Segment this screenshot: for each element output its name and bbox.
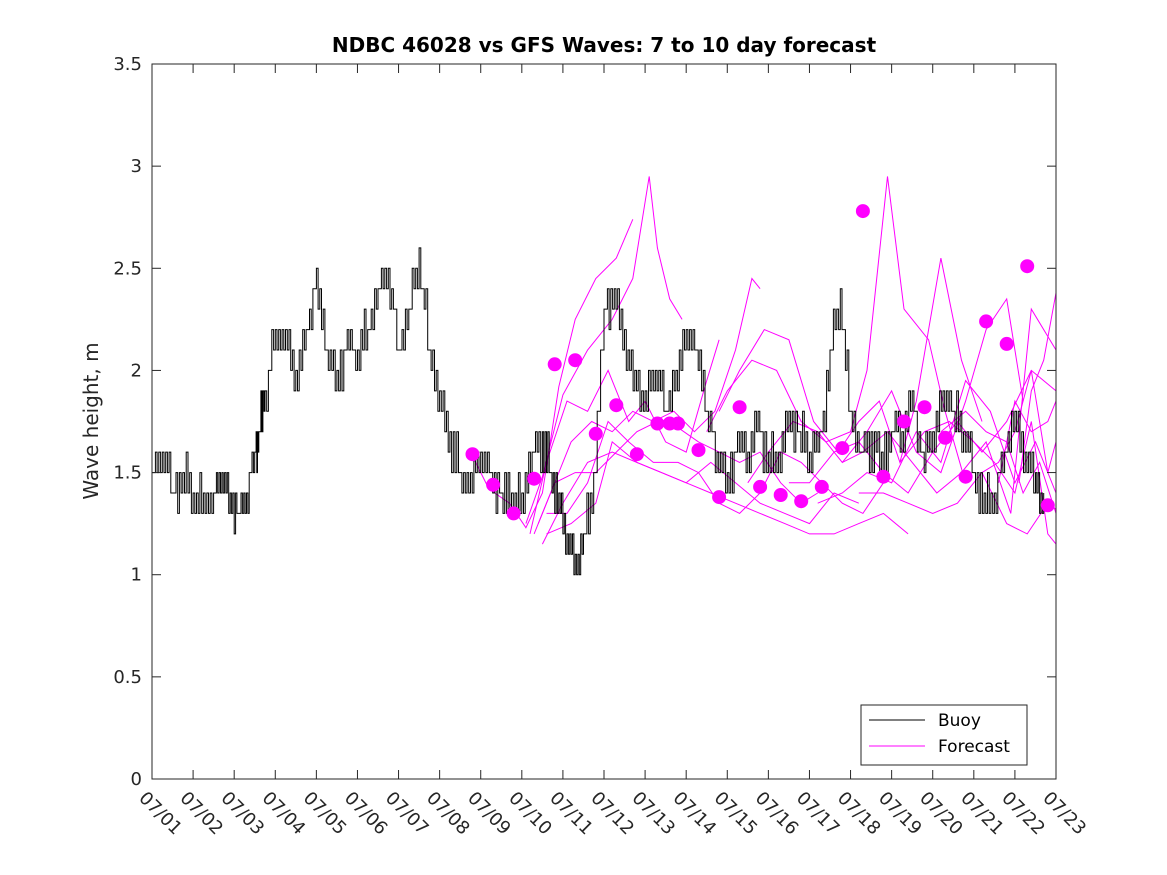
buoy-line (152, 247, 1045, 576)
forecast-marker (938, 430, 953, 445)
forecast-marker (465, 447, 480, 462)
forecast-marker (732, 400, 747, 415)
legend-label-buoy: Buoy (938, 711, 981, 731)
y-tick-label: 2 (131, 360, 142, 381)
legend-label-forecast: Forecast (938, 737, 1010, 757)
plot-area (152, 64, 1056, 779)
forecast-line (470, 219, 634, 529)
chart-title: NDBC 46028 vs GFS Waves: 7 to 10 day for… (332, 33, 877, 57)
forecast-marker (999, 336, 1014, 351)
forecast-marker (835, 441, 850, 456)
forecast-marker (1020, 259, 1035, 274)
forecast-line (1018, 292, 1057, 483)
legend-box (860, 704, 1028, 766)
forecast-line (817, 379, 1057, 504)
y-tick-label: 1.5 (113, 463, 142, 484)
y-tick-label: 2.5 (113, 258, 142, 279)
series-layer (152, 176, 1057, 576)
forecast-marker (712, 490, 727, 505)
y-tick-label: 1 (131, 565, 142, 586)
forecast-marker (794, 494, 809, 509)
forecast-line (747, 297, 1024, 484)
y-tick-label: 3 (131, 156, 142, 177)
forecast-line (998, 399, 1057, 483)
forecast-line (858, 471, 1057, 535)
forecast-marker (1040, 498, 1055, 513)
forecast-marker (958, 469, 973, 484)
forecast-marker (773, 488, 788, 502)
forecast-line (718, 258, 983, 465)
forecast-line (981, 370, 1057, 474)
forecast-marker (671, 416, 685, 431)
marker-layer (465, 204, 1055, 521)
forecast-line (842, 307, 1057, 514)
forecast-marker (979, 314, 994, 329)
forecast-marker (897, 414, 911, 429)
forecast-marker (876, 469, 891, 484)
forecast-marker (691, 443, 706, 458)
forecast-marker (506, 506, 521, 521)
forecast-line (525, 176, 683, 524)
y-tick-label: 0 (131, 769, 142, 790)
forecast-marker (527, 471, 542, 486)
forecast-marker (547, 357, 562, 372)
forecast-marker (650, 416, 665, 431)
forecast-marker (486, 477, 501, 492)
forecast-marker (568, 353, 583, 368)
y-tick-label: 3.5 (113, 54, 142, 75)
y-tick-label: 0.5 (113, 667, 142, 688)
y-axis-label: Wave height, m (79, 342, 103, 499)
forecast-marker (609, 398, 624, 413)
forecast-marker (753, 479, 768, 494)
forecast-marker (588, 426, 603, 441)
forecast-marker (917, 400, 932, 415)
legend: Buoy Forecast (860, 704, 1028, 766)
forecast-marker (814, 479, 829, 494)
forecast-marker (629, 447, 644, 462)
forecast-line (706, 176, 967, 483)
y-axis: 0 0.5 1 1.5 2 2.5 3 3.5 (113, 54, 1056, 790)
forecast-marker (855, 204, 870, 219)
forecast-line (529, 339, 720, 535)
